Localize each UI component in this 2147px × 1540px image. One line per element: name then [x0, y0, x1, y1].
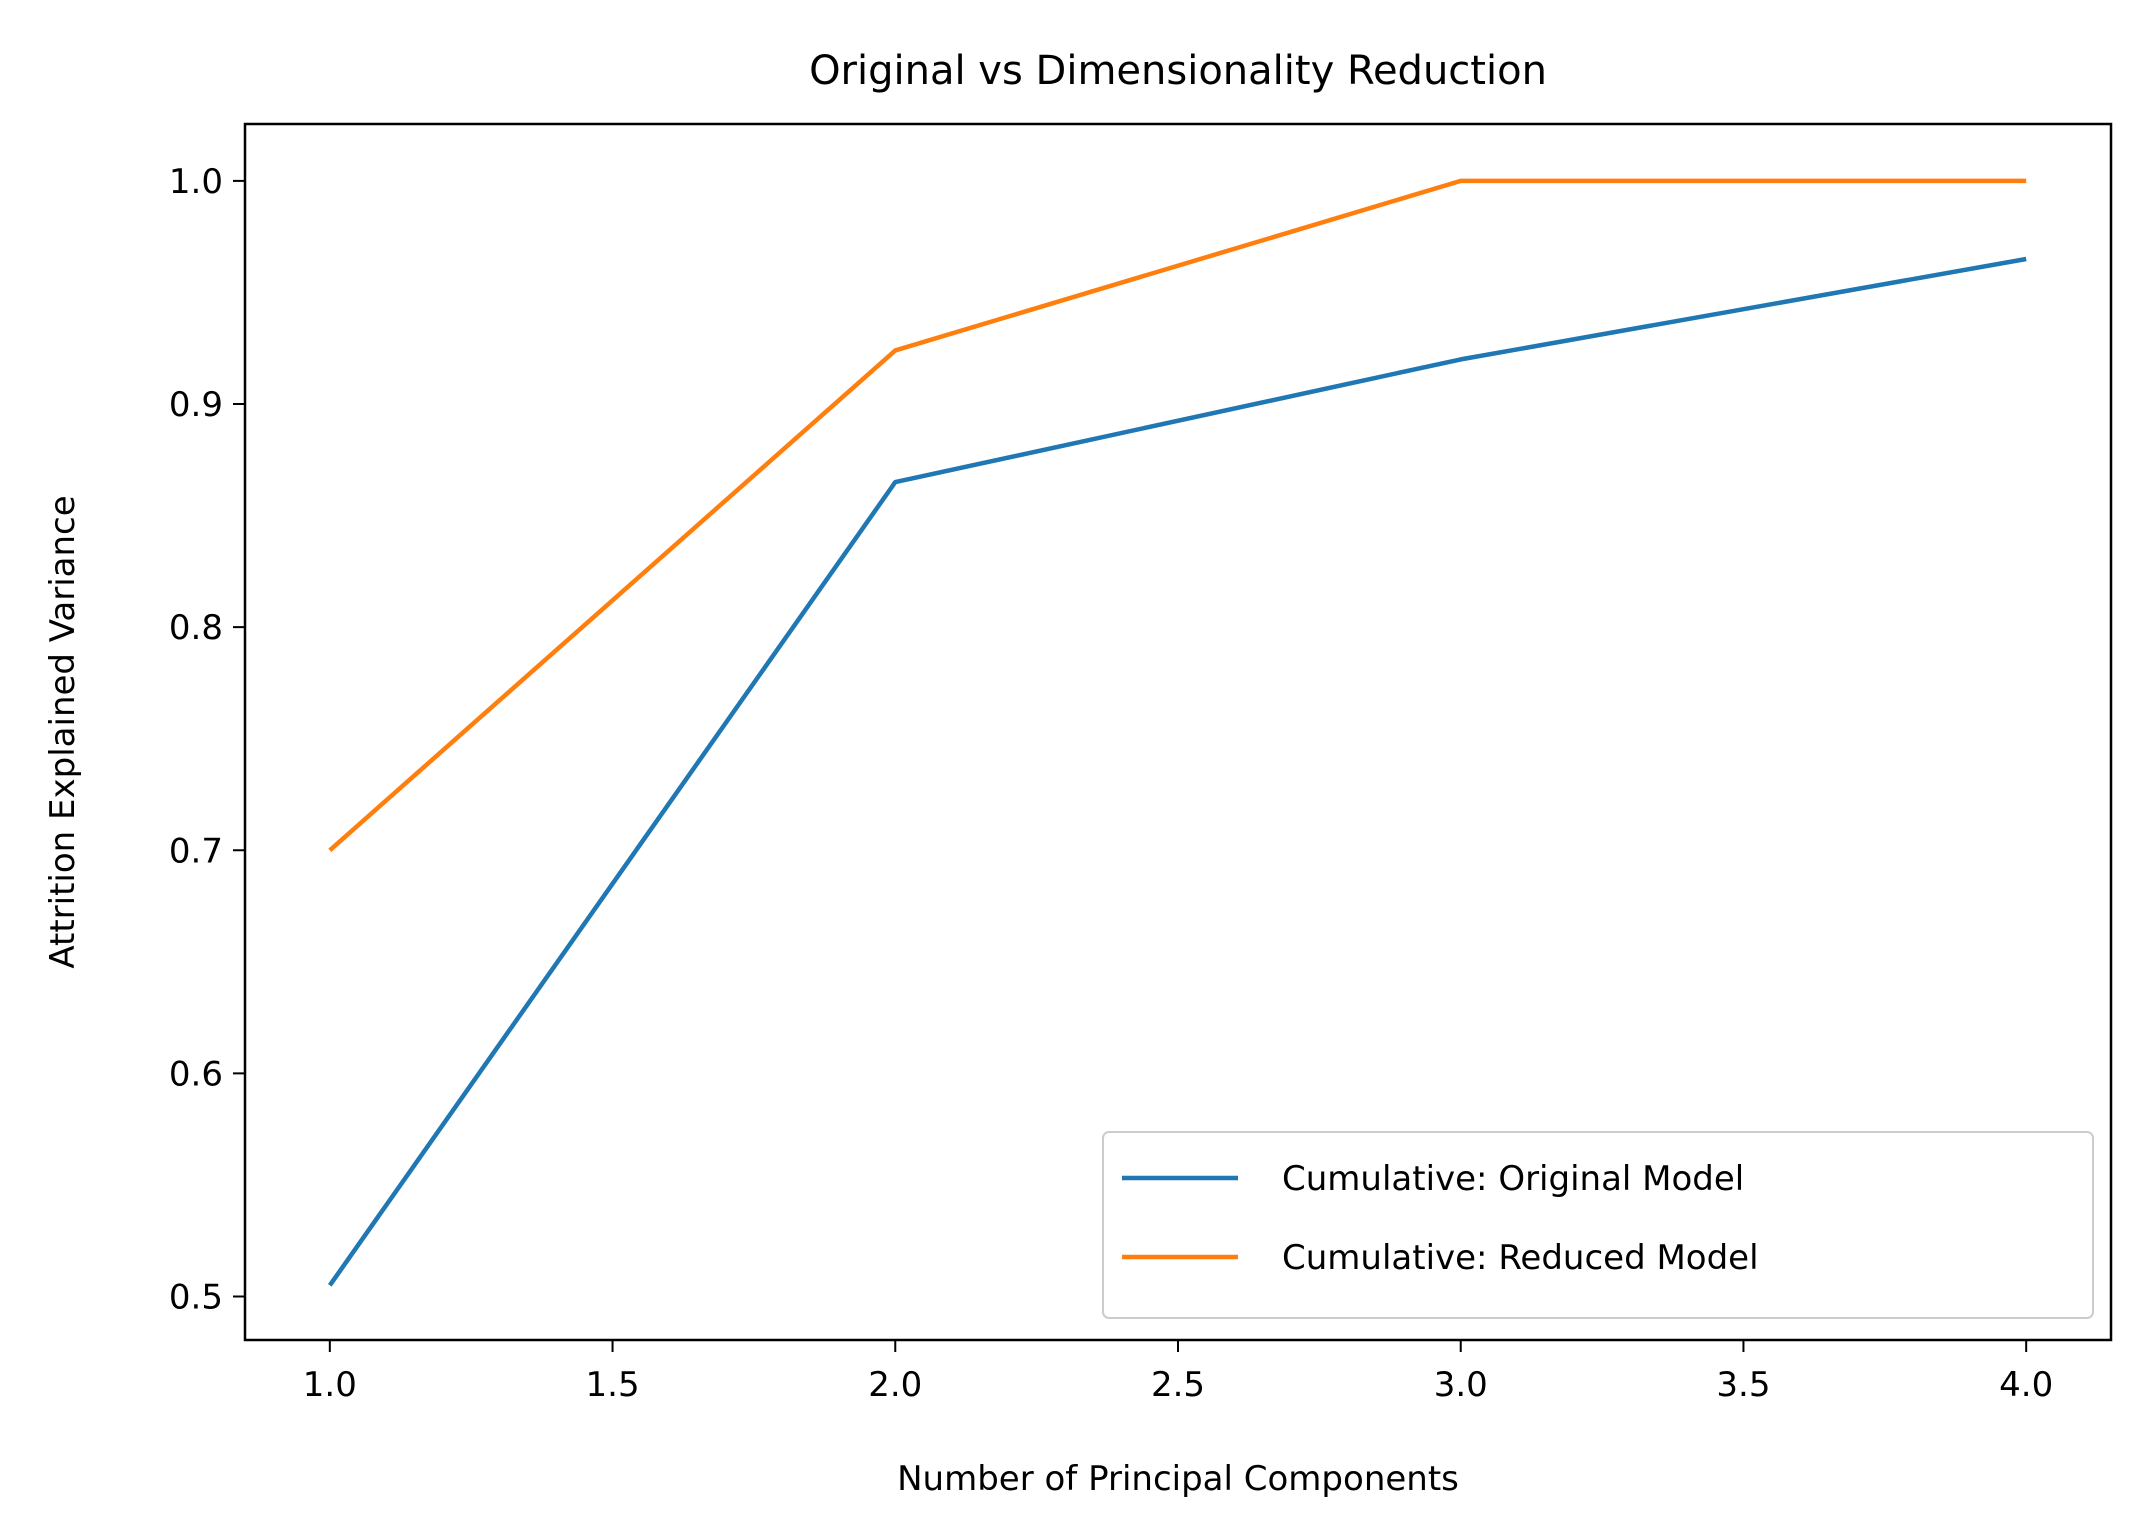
legend: Cumulative: Original Model Cumulative: R…: [1102, 1131, 2094, 1319]
legend-box: [1102, 1131, 2094, 1319]
y-tick-label: 1.0: [169, 162, 223, 202]
y-tick-label: 0.7: [169, 831, 223, 871]
x-tick-label: 2.5: [1151, 1365, 1205, 1405]
legend-label-reduced: Cumulative: Reduced Model: [1282, 1238, 1759, 1278]
y-tick-label: 0.9: [169, 385, 223, 425]
x-tick-label: 3.0: [1434, 1365, 1488, 1405]
x-tick-label: 1.5: [586, 1365, 640, 1405]
x-tick-label: 2.0: [868, 1365, 922, 1405]
x-tick-label: 4.0: [1999, 1365, 2053, 1405]
x-tick-label: 3.5: [1716, 1365, 1770, 1405]
y-tick-label: 0.6: [169, 1054, 223, 1094]
x-axis-label: Number of Principal Components: [897, 1459, 1459, 1499]
series-line-original: [327, 256, 2027, 1287]
legend-label-original: Cumulative: Original Model: [1282, 1159, 1744, 1199]
y-tick-label: 0.8: [169, 608, 223, 648]
chart-title: Original vs Dimensionality Reduction: [809, 48, 1547, 94]
x-tick-label: 1.0: [303, 1365, 357, 1405]
y-tick-label: 0.5: [169, 1277, 223, 1317]
series-layer: [327, 178, 2027, 1287]
x-axis: 1.0 1.5 2.0 2.5 3.0 3.5 4.0: [303, 1340, 2053, 1405]
y-axis: 0.5 0.6 0.7 0.8 0.9 1.0: [169, 162, 245, 1317]
series-line-reduced: [328, 178, 2027, 852]
y-axis-label: Attrition Explained Variance: [43, 495, 83, 968]
